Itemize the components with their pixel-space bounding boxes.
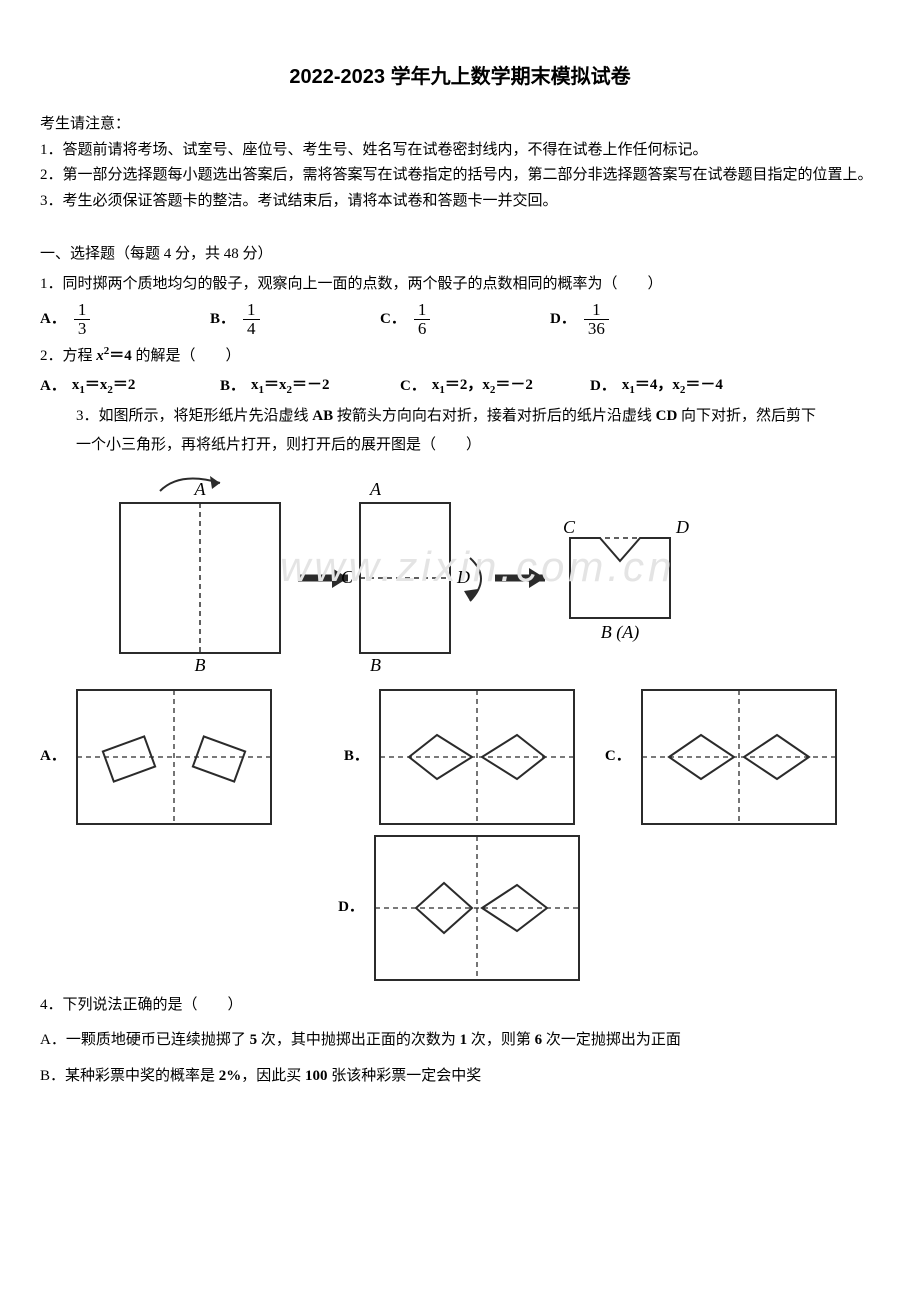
q1-opt-c-frac: 1 6 xyxy=(414,301,431,338)
q3-opt-d-label: D． xyxy=(338,895,364,921)
q3-figure: www.zixin.com.cn A B A B C D xyxy=(100,473,880,673)
q1-b-num: 1 xyxy=(243,301,260,320)
q1-d-den: 36 xyxy=(584,320,609,338)
svg-text:D: D xyxy=(456,567,470,587)
q2-options: A． x1＝x2＝2 B． x1＝x2＝－2 C． x1＝2，x2＝－2 D． … xyxy=(40,373,880,400)
q3-opt-c-figure xyxy=(639,687,839,827)
q2-a-label: A． xyxy=(40,374,66,400)
q1-options: A． 1 3 B． 1 4 C． 1 6 D． 1 36 xyxy=(40,301,880,338)
page-title: 2022-2023 学年九上数学期末模拟试卷 xyxy=(40,60,880,94)
svg-text:D: D xyxy=(675,517,689,537)
q1-a-den: 3 xyxy=(74,320,91,338)
q3-opt-a-figure xyxy=(74,687,274,827)
notice-2: 2．第一部分选择题每小题选出答案后，需将答案写在试卷指定的括号内，第二部分非选择… xyxy=(40,163,880,189)
q3-line2: 一个小三角形，再将纸片打开，则打开后的展开图是（ ） xyxy=(76,433,880,459)
q2-stem: 2．方程 x2＝4 的解是（ ） xyxy=(40,342,880,370)
q2-d-label: D． xyxy=(590,374,616,400)
q1-b-den: 4 xyxy=(243,320,260,338)
q2-b: x1＝x2＝－2 xyxy=(251,373,330,400)
q3-line1: 3．如图所示，将矩形纸片先沿虚线 AB 按箭头方向向右对折，接着对折后的纸片沿虚… xyxy=(76,404,880,430)
section-1-header: 一、选择题（每题 4 分，共 48 分） xyxy=(40,242,880,268)
q1-d-num: 1 xyxy=(584,301,609,320)
q1-opt-b-frac: 1 4 xyxy=(243,301,260,338)
q4-stem: 4．下列说法正确的是（ ） xyxy=(40,993,880,1019)
notice-3: 3．考生必须保证答题卡的整洁。考试结束后，请将本试卷和答题卡一并交回。 xyxy=(40,189,880,215)
q2-b-label: B． xyxy=(220,374,245,400)
notice-1: 1．答题前请将考场、试室号、座位号、考生号、姓名写在试卷密封线内，不得在试卷上作… xyxy=(40,138,880,164)
q1-a-num: 1 xyxy=(74,301,91,320)
svg-text:B: B xyxy=(370,655,381,673)
svg-text:A: A xyxy=(194,479,207,499)
q3-options-row2: D． xyxy=(40,833,880,983)
fold-sequence-diagram: A B A B C D C xyxy=(100,473,720,673)
q3-options-row1: A． B． C． xyxy=(40,687,880,827)
q3-opt-c-label: C． xyxy=(605,744,631,770)
svg-text:B (A): B (A) xyxy=(601,622,639,643)
q2-a: x1＝x2＝2 xyxy=(72,373,136,400)
svg-text:C: C xyxy=(341,567,354,587)
q3-opt-b-figure xyxy=(377,687,577,827)
svg-text:B: B xyxy=(195,655,206,673)
q1-stem: 1．同时掷两个质地均匀的骰子，观察向上一面的点数，两个骰子的点数相同的概率为（ … xyxy=(40,272,880,298)
q4-opt-b: B．某种彩票中奖的概率是 2%，因此买 100 张该种彩票一定会中奖 xyxy=(40,1064,880,1090)
notice-header: 考生请注意： xyxy=(40,112,880,138)
svg-text:A: A xyxy=(369,479,382,499)
q1-opt-d-label: D． xyxy=(550,307,576,333)
q1-opt-a-label: A． xyxy=(40,307,66,333)
q4-opt-a: A．一颗质地硬币已连续抛掷了 5 次，其中抛掷出正面的次数为 1 次，则第 6 … xyxy=(40,1028,880,1054)
q1-opt-a-frac: 1 3 xyxy=(74,301,91,338)
q2-c: x1＝2，x2＝－2 xyxy=(432,373,533,400)
q2-stem-pre: 2．方程 xyxy=(40,348,96,364)
q1-c-num: 1 xyxy=(414,301,431,320)
q4: 4．下列说法正确的是（ ） A．一颗质地硬币已连续抛掷了 5 次，其中抛掷出正面… xyxy=(40,993,880,1090)
q1-opt-d-frac: 1 36 xyxy=(584,301,609,338)
svg-text:C: C xyxy=(563,517,576,537)
q3-opt-a-label: A． xyxy=(40,744,66,770)
q1-c-den: 6 xyxy=(414,320,431,338)
q3-opt-d-figure xyxy=(372,833,582,983)
q1-opt-b-label: B． xyxy=(210,307,235,333)
q2-c-label: C． xyxy=(400,374,426,400)
q2-d: x1＝4，x2＝－4 xyxy=(622,373,723,400)
q1-opt-c-label: C． xyxy=(380,307,406,333)
q2-stem-post: 的解是（ ） xyxy=(136,348,241,364)
q3-opt-b-label: B． xyxy=(344,744,369,770)
